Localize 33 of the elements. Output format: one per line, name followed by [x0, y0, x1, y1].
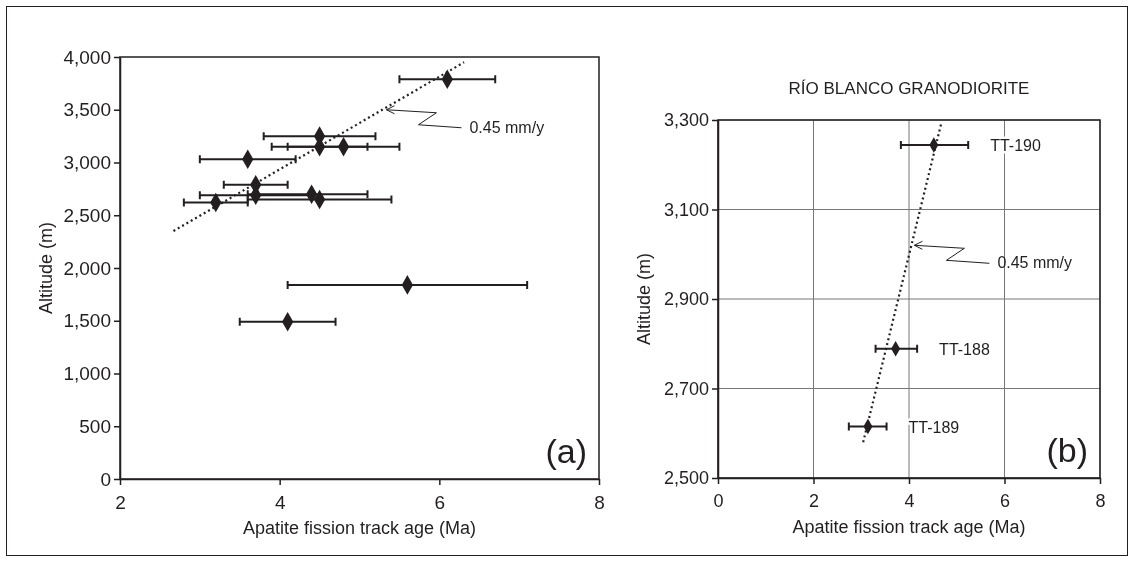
x-tick-label: 8: [594, 491, 605, 513]
x-axis-title: Apatite fission track age (Ma): [792, 517, 1026, 537]
y-axis-title: Altitude (m): [634, 252, 654, 346]
x-tick-label: 6: [999, 490, 1011, 511]
x-tick-label: 8: [1095, 490, 1106, 511]
chart-title: RÍO BLANCO GRANODIORITE: [788, 79, 1030, 98]
text: TT-188: [939, 340, 990, 358]
y-tick-label: 2,900: [663, 289, 709, 310]
x-tick-label: 6: [434, 491, 446, 513]
y-tick-label: 2,700: [663, 378, 709, 399]
x-tick-label: 2: [808, 490, 820, 511]
y-tick-label: 0: [100, 468, 111, 490]
y-tick-label: 2,000: [63, 257, 111, 279]
x-tick-label: 0: [713, 490, 724, 511]
x-tick-label: 4: [274, 491, 286, 513]
y-axis-title: Altitude (m): [36, 221, 56, 315]
y-tick-label: 3,000: [63, 152, 111, 174]
text: TT-189: [908, 418, 960, 436]
x-axis-title: Apatite fission track age (Ma): [242, 518, 477, 538]
annotation: 0.45 mm/y: [469, 118, 545, 136]
y-tick-label: 2,500: [663, 468, 709, 489]
x-tick-label: 4: [904, 490, 915, 511]
y-tick-label: 3,300: [663, 110, 709, 131]
y-tick-label: 3,500: [63, 99, 111, 121]
annotation: (a): [545, 432, 587, 470]
y-tick-label: 1,000: [63, 363, 111, 385]
y-tick-label: 1,500: [63, 310, 111, 332]
annotation: (b): [1046, 431, 1088, 469]
y-tick-label: 3,100: [663, 199, 709, 220]
x-tick-label: 2: [115, 491, 126, 513]
y-tick-label: 4,000: [63, 46, 111, 68]
y-tick-label: 2,500: [63, 204, 111, 226]
y-tick-label: 500: [79, 415, 111, 437]
